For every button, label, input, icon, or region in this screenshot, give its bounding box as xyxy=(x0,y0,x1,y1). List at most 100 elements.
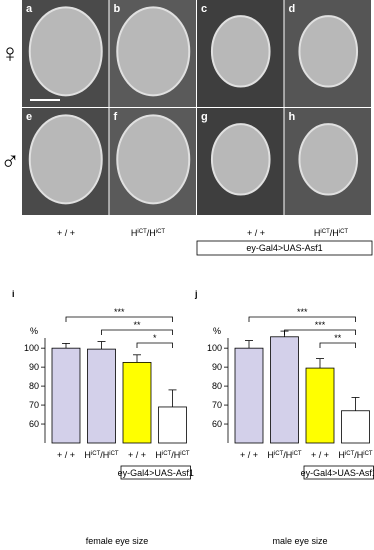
y-tick-label: 70 xyxy=(29,400,39,410)
eye xyxy=(116,6,191,97)
eye xyxy=(298,15,359,88)
panel-letter: g xyxy=(201,111,208,123)
eye xyxy=(28,114,103,205)
label-part: /H xyxy=(330,228,339,238)
panel-letter: c xyxy=(201,3,207,15)
label-part: iCT xyxy=(156,229,166,235)
label-part: iCT xyxy=(339,229,349,235)
y-tick-label: 80 xyxy=(29,381,39,391)
panel-letter: h xyxy=(289,111,296,123)
significance-bracket xyxy=(248,316,356,322)
significance-bracket xyxy=(319,342,356,348)
label-part: iCT xyxy=(320,229,330,235)
significance-label: ** xyxy=(334,333,342,343)
label-part: + / + xyxy=(240,450,258,460)
driver-box xyxy=(196,240,373,256)
panel-letter: i xyxy=(12,289,15,299)
label-part: H xyxy=(314,228,321,238)
y-unit: % xyxy=(30,326,38,336)
panel-letter: e xyxy=(26,111,32,123)
eye xyxy=(28,6,103,97)
bar xyxy=(341,410,370,444)
significance-label: * xyxy=(153,333,157,343)
x-tick-label: + / + xyxy=(128,450,146,460)
x-tick-label: HiCT/HiCT xyxy=(84,450,119,460)
chart-title: male eye size xyxy=(272,536,327,546)
y-tick-label: 100 xyxy=(207,343,222,353)
label-part: + / + xyxy=(128,450,146,460)
significance-bracket xyxy=(101,329,173,335)
y-tick-label: 90 xyxy=(29,362,39,372)
label-part: /H xyxy=(283,450,292,460)
group-label: ey-Gal4>UAS-Asf1 xyxy=(118,468,194,478)
sex-symbol: ♂ xyxy=(0,146,20,176)
label-part: + / + xyxy=(57,450,75,460)
significance-bracket xyxy=(284,329,356,335)
label-part: + / + xyxy=(247,228,265,238)
label-part: iCT xyxy=(162,451,172,457)
significance-label: *** xyxy=(114,307,125,317)
eye xyxy=(210,15,271,88)
x-tick-label: + / + xyxy=(311,450,329,460)
group-box xyxy=(120,465,191,480)
y-unit: % xyxy=(213,326,221,336)
y-tick-label: 60 xyxy=(212,419,222,429)
x-tick-label: HiCT/HiCT xyxy=(338,450,373,460)
eye xyxy=(116,114,191,205)
x-tick-label: HiCT/HiCT xyxy=(155,450,190,460)
label-part: iCT xyxy=(345,451,355,457)
significance-bracket xyxy=(65,316,173,322)
panel-letter: d xyxy=(289,3,296,15)
genotype-label: + / + xyxy=(247,228,265,238)
eye xyxy=(298,123,359,196)
label-part: iCT xyxy=(180,451,190,457)
y-tick-label: 70 xyxy=(212,400,222,410)
eye xyxy=(210,123,271,196)
bar xyxy=(87,348,116,444)
group-label: ey-Gal4>UAS-Asf1 xyxy=(301,468,374,478)
y-tick-label: 80 xyxy=(212,381,222,391)
label-part: iCT xyxy=(274,451,284,457)
bar xyxy=(158,406,187,444)
bar xyxy=(51,347,81,444)
significance-label: *** xyxy=(315,320,326,330)
chart-title: female eye size xyxy=(86,536,149,546)
genotype-label: HiCT/HiCT xyxy=(314,228,349,238)
label-part: /H xyxy=(354,450,363,460)
label-part: iCT xyxy=(363,451,373,457)
label-part: + / + xyxy=(311,450,329,460)
label-part: iCT xyxy=(109,451,119,457)
y-tick-label: 100 xyxy=(24,343,39,353)
label-part: H xyxy=(338,450,345,460)
micrographs: a b c d e f g h xyxy=(22,0,371,215)
label-part: /H xyxy=(147,228,156,238)
panel-letter: b xyxy=(114,3,121,15)
x-tick-label: + / + xyxy=(57,450,75,460)
bar xyxy=(122,361,152,444)
driver-label: ey-Gal4>UAS-Asf1 xyxy=(246,243,322,253)
y-tick-label: 90 xyxy=(212,362,222,372)
label-part: iCT xyxy=(292,451,302,457)
sex-symbol: ♀ xyxy=(0,38,20,68)
genotype-label: + / + xyxy=(57,228,75,238)
significance-label: *** xyxy=(297,307,308,317)
label-part: /H xyxy=(171,450,180,460)
significance-bracket xyxy=(136,342,173,348)
bar xyxy=(234,347,264,444)
label-part: iCT xyxy=(137,229,147,235)
genotype-label: HiCT/HiCT xyxy=(131,228,166,238)
label-part: H xyxy=(84,450,91,460)
label-part: + / + xyxy=(57,228,75,238)
label-part: H xyxy=(155,450,162,460)
label-part: H xyxy=(131,228,138,238)
y-tick-label: 60 xyxy=(29,419,39,429)
panel-letter: a xyxy=(26,3,33,15)
label-part: iCT xyxy=(91,451,101,457)
bar xyxy=(305,367,335,444)
label-part: /H xyxy=(100,450,109,460)
panel-letter: f xyxy=(114,111,118,123)
significance-label: ** xyxy=(133,320,141,330)
label-part: H xyxy=(267,450,274,460)
x-tick-label: HiCT/HiCT xyxy=(267,450,302,460)
